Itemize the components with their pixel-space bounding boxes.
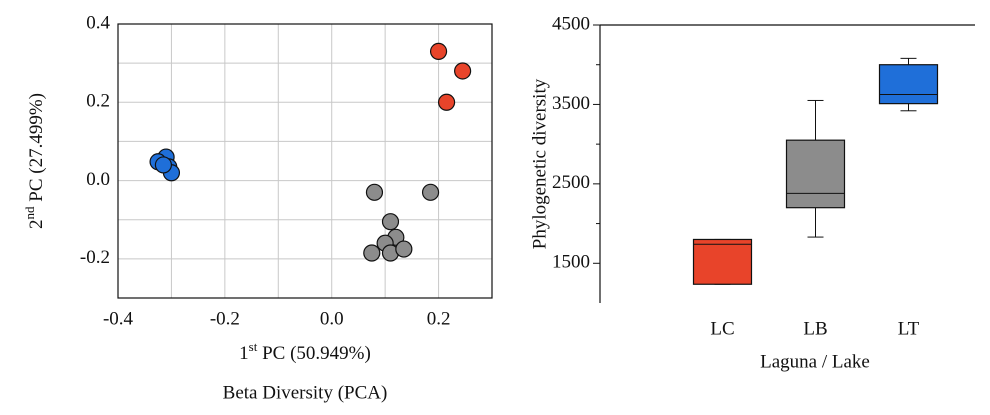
- plot-frame: [117, 23, 493, 299]
- x-tick-label: 0.0: [320, 308, 344, 329]
- axis-label: 2nd PC (27.499%): [22, 93, 47, 229]
- x-tick-label: LC: [710, 318, 734, 339]
- point: [454, 62, 472, 80]
- axis-label: 1st PC (50.949%): [239, 339, 371, 364]
- x-tick-label: -0.4: [103, 308, 134, 329]
- x-tick-label: -0.2: [210, 308, 240, 329]
- y-tick-label: 0.2: [86, 91, 110, 112]
- box: [878, 64, 939, 105]
- point: [381, 213, 400, 231]
- y-tick-label: 3500: [552, 93, 590, 114]
- x-tick-label: LB: [803, 318, 827, 339]
- y-axis-label: Phylogenetic diversity: [529, 78, 550, 249]
- label-base: 1: [239, 343, 249, 364]
- point: [429, 42, 448, 61]
- point: [363, 244, 381, 262]
- y-tick-label: 1500: [552, 252, 590, 273]
- x-tick-label: LT: [898, 318, 920, 339]
- label-rest: PC (27.499%): [26, 93, 47, 206]
- label-sup: st: [249, 339, 258, 354]
- label-rest: PC (50.949%): [257, 343, 370, 364]
- point: [365, 183, 384, 201]
- y-tick-label: 4500: [552, 13, 590, 34]
- chart-title: Beta Diversity (PCA): [223, 382, 388, 403]
- point: [437, 93, 456, 111]
- box: [785, 139, 846, 209]
- y-tick-label: 2500: [552, 172, 590, 193]
- y-tick-label: -0.2: [80, 247, 110, 268]
- x-axis-label: Laguna / Lake: [760, 351, 870, 372]
- label-base: 2: [26, 219, 47, 229]
- point: [421, 183, 440, 201]
- point: [154, 156, 173, 174]
- box: [692, 238, 753, 285]
- y-tick-label: 0.0: [86, 169, 110, 190]
- x-tick-label: 0.2: [427, 308, 451, 329]
- label-sup: nd: [22, 206, 37, 220]
- point: [395, 240, 413, 258]
- y-tick-label: 0.4: [86, 12, 110, 33]
